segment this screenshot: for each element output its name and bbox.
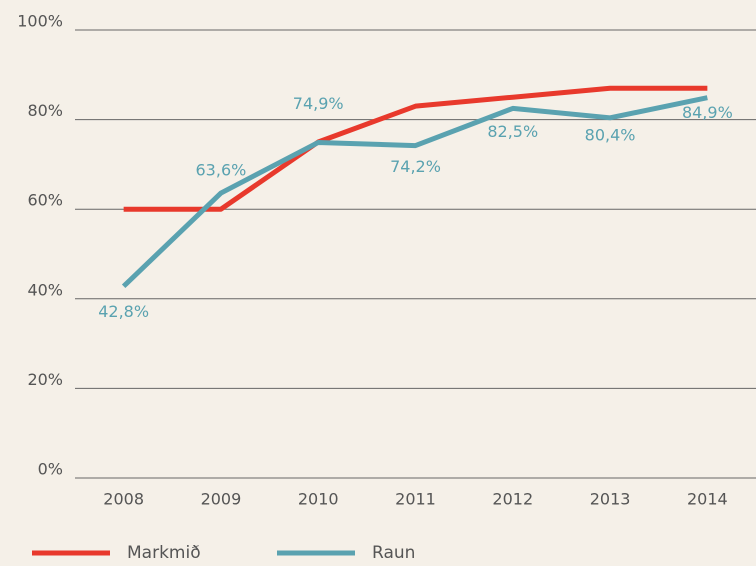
- data-label: 42,8%: [98, 302, 149, 321]
- y-tick-label: 20%: [27, 370, 63, 389]
- x-tick-label: 2011: [395, 490, 436, 509]
- data-label: 74,2%: [390, 157, 441, 176]
- y-tick-label: 100%: [17, 12, 63, 31]
- x-tick-label: 2010: [298, 490, 339, 509]
- x-tick-label: 2008: [103, 490, 144, 509]
- y-tick-label: 0%: [38, 460, 63, 479]
- series-line: [121, 95, 708, 289]
- legend-label: Markmið: [127, 543, 201, 563]
- data-label: 82,5%: [487, 122, 538, 141]
- x-tick-label: 2014: [687, 490, 728, 509]
- legend-label: Raun: [372, 543, 415, 563]
- data-label: 74,9%: [293, 94, 344, 113]
- x-tick-label: 2012: [492, 490, 533, 509]
- data-label: 63,6%: [196, 161, 247, 180]
- y-tick-label: 40%: [27, 280, 63, 299]
- data-label: 80,4%: [585, 125, 636, 144]
- y-tick-label: 80%: [27, 101, 63, 120]
- data-label: 84,9%: [682, 103, 733, 122]
- x-tick-label: 2013: [590, 490, 631, 509]
- series-line: [123, 85, 708, 212]
- y-tick-label: 60%: [27, 191, 63, 210]
- x-tick-label: 2009: [201, 490, 242, 509]
